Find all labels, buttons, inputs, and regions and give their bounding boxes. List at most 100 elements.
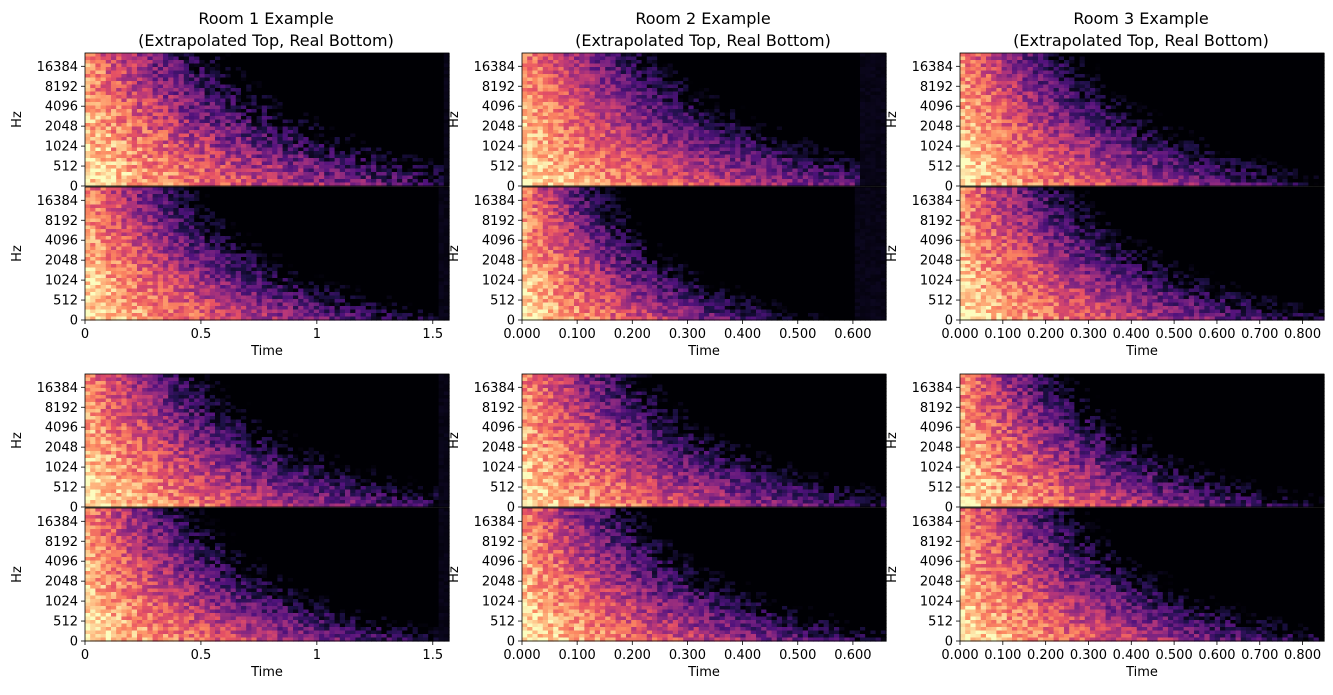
spectrogram-cell [163, 275, 169, 279]
spectrogram-cell [158, 261, 164, 265]
spectrogram-cell [303, 162, 309, 166]
spectrogram-cell [236, 127, 242, 131]
spectrogram-cell [423, 106, 429, 110]
spectrogram-cell [288, 296, 294, 300]
spectrogram-cell [163, 113, 169, 117]
spectrogram-cell [179, 292, 185, 296]
spectrogram-cell [267, 116, 273, 120]
spectrogram-cell [173, 268, 179, 272]
spectrogram-cell [220, 130, 226, 134]
spectrogram-cell [142, 292, 148, 296]
spectrogram-cell [179, 92, 185, 96]
spectrogram-cell [407, 134, 413, 138]
spectrogram-cell [283, 151, 289, 155]
spectrogram-cell [366, 64, 372, 68]
spectrogram-cell [236, 158, 242, 162]
spectrogram-cell [210, 116, 216, 120]
spectrogram-cell [153, 240, 159, 244]
spectrogram-cell [262, 229, 268, 233]
spectrogram-cell [272, 81, 278, 85]
spectrogram-cell [241, 215, 247, 219]
spectrogram-cell [272, 64, 278, 68]
spectrogram-cell [215, 148, 221, 152]
spectrogram-cell [179, 289, 185, 293]
spectrogram-cell [194, 208, 200, 212]
spectrogram-cell [147, 137, 153, 141]
spectrogram-cell [246, 134, 252, 138]
spectrogram-cell [173, 134, 179, 138]
spectrogram-cell [439, 109, 445, 113]
spectrogram-cell [147, 109, 153, 113]
spectrogram-cell [199, 292, 205, 296]
spectrogram-cell [257, 243, 263, 247]
spectrogram-cell [257, 176, 263, 180]
spectrogram-cell [137, 187, 143, 191]
spectrogram-cell [205, 229, 211, 233]
spectrogram-cell [277, 191, 283, 195]
spectrogram-cell [283, 172, 289, 176]
spectrogram-cell [95, 198, 101, 202]
spectrogram-cell [111, 88, 117, 92]
spectrogram-cell [231, 130, 237, 134]
spectrogram-cell [439, 99, 445, 103]
spectrogram-cell [288, 282, 294, 286]
spectrogram-cell [168, 261, 174, 265]
spectrogram-cell [173, 67, 179, 71]
spectrogram-cell [142, 201, 148, 205]
spectrogram-cell [428, 95, 434, 99]
spectrogram-cell [137, 130, 143, 134]
spectrogram-cell [90, 254, 96, 258]
spectrogram-cell [215, 116, 221, 120]
spectrogram-cell [168, 257, 174, 261]
spectrogram-cell [366, 137, 372, 141]
spectrogram-cell [210, 162, 216, 166]
spectrogram-cell [199, 151, 205, 155]
spectrogram-cell [137, 95, 143, 99]
spectrogram-cell [142, 92, 148, 96]
spectrogram-cell [413, 67, 419, 71]
spectrogram-cell [288, 127, 294, 131]
spectrogram-cell [355, 78, 361, 82]
spectrogram-cell [132, 165, 138, 169]
spectrogram-cell [194, 194, 200, 198]
spectrogram-cell [433, 137, 439, 141]
spectrogram-cell [189, 310, 195, 314]
spectrogram-cell [90, 141, 96, 145]
spectrogram-cell [251, 53, 257, 57]
spectrogram-cell [210, 92, 216, 96]
spectrogram-cell [309, 64, 315, 68]
spectrogram-cell [101, 162, 107, 166]
spectrogram-cell [158, 271, 164, 275]
spectrogram-cell [231, 194, 237, 198]
spectrogram-cell [95, 296, 101, 300]
spectrogram-cell [371, 71, 377, 75]
spectrogram-cell [173, 187, 179, 191]
spectrogram-cell [179, 151, 185, 155]
spectrogram-cell [423, 151, 429, 155]
spectrogram-cell [335, 130, 341, 134]
spectrogram-cell [132, 257, 138, 261]
spectrogram-cell [387, 141, 393, 145]
spectrogram-cell [298, 165, 304, 169]
spectrogram-cell [106, 106, 112, 110]
spectrogram-cell [387, 57, 393, 61]
spectrogram-cell [381, 81, 387, 85]
spectrogram-cell [262, 123, 268, 127]
spectrogram-cell [251, 306, 257, 310]
spectrogram-cell [397, 144, 403, 148]
spectrogram-cell [215, 74, 221, 78]
spectrogram-cell [90, 261, 96, 265]
spectrogram-cell [288, 141, 294, 145]
spectrogram-cell [283, 187, 289, 191]
spectrogram-cell [283, 67, 289, 71]
spectrogram-cell [210, 134, 216, 138]
spectrogram-cell [241, 57, 247, 61]
spectrogram-cell [303, 71, 309, 75]
spectrogram-cell [168, 250, 174, 254]
spectrogram-cell [283, 205, 289, 209]
spectrogram-cell [225, 303, 231, 307]
spectrogram-cell [262, 243, 268, 247]
spectrogram-cell [168, 187, 174, 191]
spectrogram-cell [267, 201, 273, 205]
spectrogram-cell [116, 243, 122, 247]
